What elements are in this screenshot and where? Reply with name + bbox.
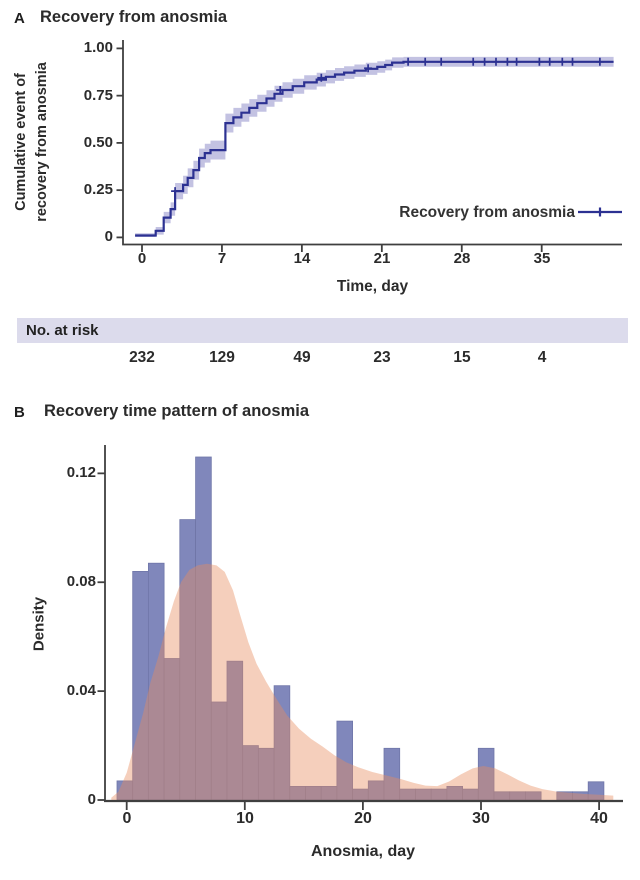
panel-a-y-axis-label-line1: Cumulative event of bbox=[13, 73, 29, 211]
at-risk-count: 129 bbox=[209, 349, 235, 366]
panel-a-y-axis-label: Cumulative event of recovery from anosmi… bbox=[11, 62, 53, 222]
censor-mark bbox=[480, 57, 489, 66]
at-risk-count: 232 bbox=[129, 349, 155, 366]
b-x-tick-label: 10 bbox=[236, 810, 254, 827]
b-x-tick-label: 0 bbox=[122, 810, 132, 827]
a-x-tick-label: 14 bbox=[293, 250, 311, 267]
at-risk-count: 49 bbox=[293, 349, 311, 366]
at-risk-strip: No. at risk bbox=[17, 318, 628, 343]
density-curve bbox=[111, 563, 614, 800]
censor-mark bbox=[512, 57, 521, 66]
panel-a-letter: A bbox=[14, 10, 25, 27]
panel-a-axes bbox=[122, 40, 622, 246]
a-x-tick-label: 35 bbox=[533, 250, 551, 267]
censor-mark bbox=[421, 57, 430, 66]
b-x-tick-label: 40 bbox=[590, 810, 608, 827]
panel-b-y-axis-label: Density bbox=[30, 596, 48, 652]
panel-b-x-axis-title: Anosmia, day bbox=[310, 843, 416, 860]
panel-a-y-axis-label-line2: recovery from anosmia bbox=[34, 62, 50, 222]
censor-mark bbox=[503, 57, 512, 66]
censor-mark bbox=[469, 57, 478, 66]
a-y-tick-label: 1.00 bbox=[83, 39, 113, 56]
censor-mark bbox=[276, 86, 285, 94]
b-y-tick-label: 0.08 bbox=[66, 573, 96, 590]
legend-marker bbox=[578, 207, 622, 217]
censor-mark bbox=[595, 57, 604, 66]
b-x-tick-label: 20 bbox=[354, 810, 372, 827]
at-risk-count: 4 bbox=[537, 349, 547, 366]
at-risk-header: No. at risk bbox=[26, 322, 99, 339]
censor-mark bbox=[437, 57, 446, 66]
panel-a-title: Recovery from anosmia bbox=[40, 8, 228, 26]
at-risk-count: 15 bbox=[453, 349, 471, 366]
panel-b-title: Recovery time pattern of anosmia bbox=[44, 402, 309, 420]
legend-label: Recovery from anosmia bbox=[399, 204, 575, 221]
censor-mark bbox=[492, 57, 500, 66]
censor-mark bbox=[568, 57, 577, 66]
a-x-tick-label: 7 bbox=[217, 250, 227, 267]
b-x-tick-label: 30 bbox=[472, 810, 490, 827]
a-x-tick-label: 0 bbox=[137, 250, 147, 267]
a-y-tick-label: 0 bbox=[104, 228, 113, 245]
censor-mark bbox=[404, 57, 413, 66]
panel-b-letter: B bbox=[14, 404, 25, 421]
km-step-line bbox=[135, 60, 614, 237]
a-y-tick-label: 0.25 bbox=[83, 181, 113, 198]
censor-mark bbox=[171, 187, 180, 196]
b-y-tick-label: 0.12 bbox=[66, 464, 96, 481]
censor-mark bbox=[364, 64, 373, 73]
censor-mark bbox=[545, 57, 554, 66]
censor-mark bbox=[558, 57, 567, 66]
censor-mark bbox=[317, 73, 326, 82]
a-y-tick-label: 0.75 bbox=[83, 87, 113, 104]
b-y-tick-label: 0 bbox=[87, 791, 96, 808]
a-y-tick-label: 0.50 bbox=[83, 134, 113, 151]
panel-a-x-axis-title: Time, day bbox=[336, 278, 409, 295]
a-x-tick-label: 28 bbox=[453, 250, 471, 267]
confidence-band bbox=[135, 56, 614, 238]
b-y-tick-label: 0.04 bbox=[66, 682, 96, 699]
at-risk-count: 23 bbox=[373, 349, 391, 366]
censor-mark bbox=[535, 57, 544, 66]
a-x-tick-label: 21 bbox=[373, 250, 391, 267]
